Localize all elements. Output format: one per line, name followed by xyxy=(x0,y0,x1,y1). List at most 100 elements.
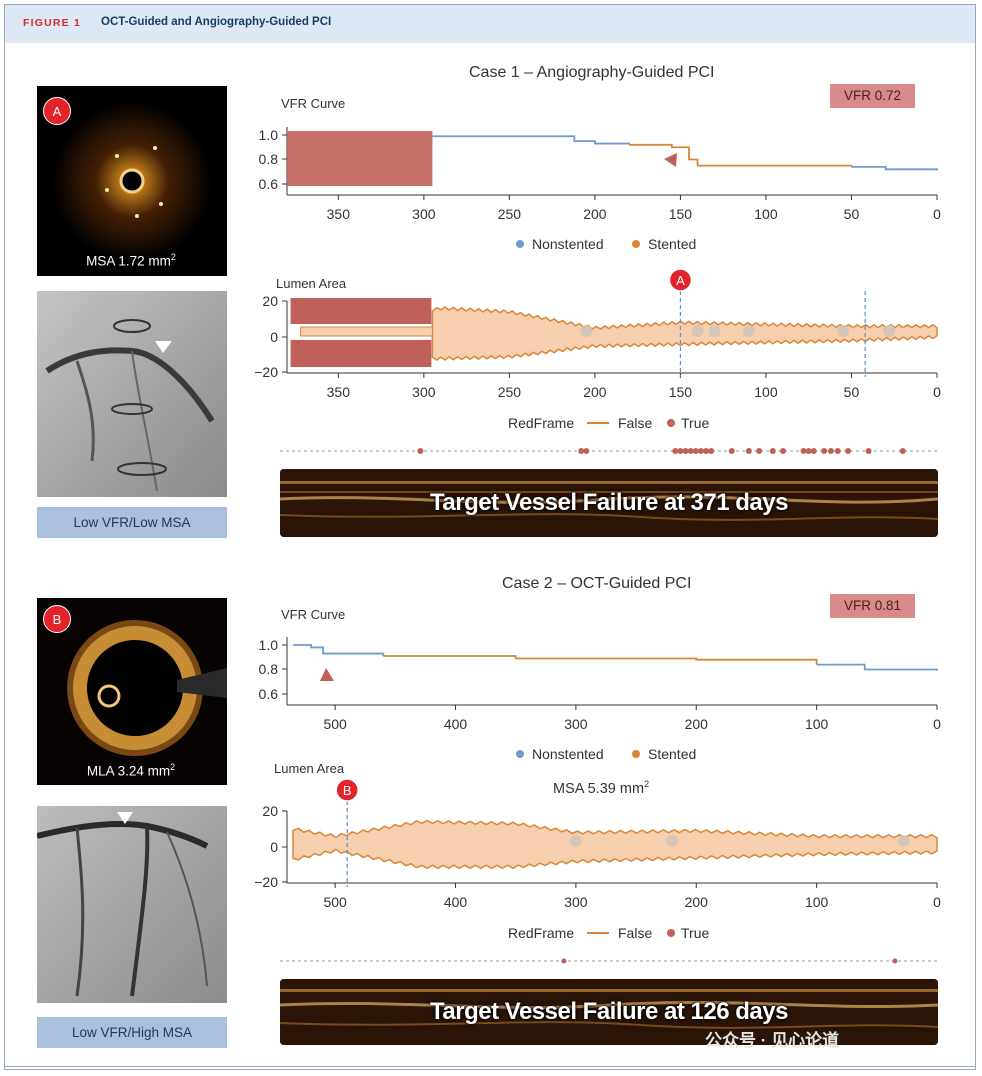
case2-redframe-true-mark xyxy=(561,958,567,964)
case1-redframe-true-mark xyxy=(780,448,787,454)
case2-oct-image xyxy=(37,598,227,785)
case1-vfr-arrow xyxy=(664,153,677,167)
case1-redframe-true-mark xyxy=(697,448,704,454)
case1-redframe-true-mark xyxy=(677,448,684,454)
case1-redframe-true-mark xyxy=(865,448,872,454)
case2-lumen-marker xyxy=(335,778,359,802)
case1-oct-marker: A xyxy=(43,97,71,125)
case2-lumen-x-tick-label: 100 xyxy=(805,894,829,910)
case2-title: Case 2 – OCT-Guided PCI xyxy=(502,575,692,592)
case1-msa-caption-text: MSA 1.72 mm xyxy=(86,253,171,269)
case1-lumen-marker-label: A xyxy=(676,273,685,288)
case1-vfr-x-tick-label: 150 xyxy=(669,206,693,222)
case2-vfr-y-tick-label: 0.6 xyxy=(259,686,279,702)
case2-vfr-arrow xyxy=(320,668,334,681)
case1-title: Case 1 – Angiography-Guided PCI xyxy=(469,64,715,81)
case1-redframe-true-mark xyxy=(578,448,585,454)
case1-vfr-legend-nonstented-swatch xyxy=(516,240,524,248)
case1-lumen-frame-dot xyxy=(836,325,849,337)
case1-msa-caption: MSA 1.72 mm2 xyxy=(37,252,225,269)
case2-msa-label: MSA 5.39 mm2 xyxy=(553,779,649,797)
case2-msa-label-text: MSA 5.39 mm xyxy=(553,780,645,797)
case1-lumen-x-tick-label: 50 xyxy=(844,384,860,400)
case2-mla-caption-text: MLA 3.24 mm xyxy=(86,763,171,779)
case2-lumen-x-tick-label: 300 xyxy=(564,894,588,910)
case1-lumen-lumen-envelope xyxy=(431,306,938,361)
case2-vfr-badge: VFR 0.81 xyxy=(830,594,915,618)
case2-lumen-axis-title: Lumen Area xyxy=(274,761,345,776)
case2-vfr-series-nonstented xyxy=(816,663,938,671)
case1-angiography-image xyxy=(37,291,227,497)
case1-lumen-guide-stub xyxy=(300,326,433,337)
case2-vfr-x-tick-label: 100 xyxy=(805,716,829,732)
case1-classification: Low VFR/Low MSA xyxy=(37,507,227,538)
case1-lumen-x-tick-label: 350 xyxy=(327,384,351,400)
case1-vfr-axis-title: VFR Curve xyxy=(281,96,346,111)
case2-lumen-marker-label: B xyxy=(343,783,352,798)
case1-redframe-true-mark xyxy=(745,448,752,454)
case1-oct-graphic xyxy=(37,86,227,276)
case1-lumen-legend-title: RedFrame xyxy=(508,415,574,431)
case1-vfr-legend-nonstented: Nonstented xyxy=(532,236,604,252)
case1-redframe-true-mark xyxy=(682,448,689,454)
case1-lumen-legend-true-swatch xyxy=(667,419,675,427)
case2-lumen-y-tick-label: 20 xyxy=(262,803,278,819)
case2-vfr-legend-nonstented: Nonstented xyxy=(532,746,604,762)
case1-vfr-y-tick-label: 0.6 xyxy=(259,176,279,192)
case1-vfr-legend-stented: Stented xyxy=(648,236,696,252)
case1-vfr-legend-stented-swatch xyxy=(632,240,640,248)
case2-vfr-legend-nonstented-swatch xyxy=(516,750,524,758)
figure-title: OCT-Guided and Angiography-Guided PCI xyxy=(101,16,332,28)
case1-lumen-excluded-top xyxy=(290,298,432,324)
case1-lumen-y-tick-label: 20 xyxy=(262,293,278,309)
case2-vfr-chart: 1.0 0.8 0.6 500 400 300 200 100 0 Nonstented Stent… xyxy=(259,637,941,762)
case1-redframe-true-mark xyxy=(703,448,710,454)
case1-redframe-true-mark xyxy=(672,448,679,454)
case2-vfr-x-tick-label: 200 xyxy=(685,716,709,732)
case1-vfr-x-tick-label: 100 xyxy=(754,206,778,222)
case2-angio-graphic xyxy=(37,806,227,1003)
case1-lumen-frame-dot xyxy=(708,325,721,337)
case2-lumen-x-tick-label: 0 xyxy=(933,894,941,910)
case2-vfr-x-tick-label: 300 xyxy=(564,716,588,732)
case1-lumen-frame-dot xyxy=(742,325,755,337)
case1-outcome-banner: Target Vessel Failure at 371 days xyxy=(280,469,938,537)
case1-lumen-frame-dot xyxy=(691,325,704,337)
case1-redframe-true-mark xyxy=(810,448,817,454)
case2-lumen-frame-dot xyxy=(897,835,910,847)
case1-redframe-true-mark xyxy=(769,448,776,454)
case1-redframe-true-mark xyxy=(417,448,424,454)
case1-redframe-true-mark xyxy=(805,448,812,454)
case1-vfr-y-tick-label: 1.0 xyxy=(259,127,279,143)
case2-oct-graphic xyxy=(37,598,227,785)
case2-vfr-legend-stented: Stented xyxy=(648,746,696,762)
case1-lumen-x-tick-label: 100 xyxy=(754,384,778,400)
case1-vfr-chart: 1.0 0.8 0.6 350 300 250 200 150 100 50 0 Nonstented… xyxy=(259,127,941,252)
case1-redframe-true-mark xyxy=(708,448,715,454)
case2-oct-pullback xyxy=(280,979,938,1045)
case1-vfr-excluded-region xyxy=(287,131,433,186)
case1-redframe-true-mark xyxy=(583,448,590,454)
case1-redframe-true-mark xyxy=(692,448,699,454)
case1-msa-caption-sup: 2 xyxy=(170,252,176,262)
case2-msa-label-sup: 2 xyxy=(644,779,650,789)
case1-lumen-x-tick-label: 200 xyxy=(583,384,607,400)
case1-lumen-excluded-bottom xyxy=(290,340,432,367)
case2-vfr-legend-stented-swatch xyxy=(632,750,640,758)
case2-redframe-true-mark xyxy=(892,958,898,964)
case2-lumen-y-tick-label: −20 xyxy=(254,874,278,890)
case2-vfr-x-tick-label: 0 xyxy=(933,716,941,732)
case2-angiography-image xyxy=(37,806,227,1003)
case2-outcome-banner: Target Vessel Failure at 126 days xyxy=(280,979,938,1045)
case2-lumen-x-tick-label: 200 xyxy=(685,894,709,910)
case1-lumen-x-tick-label: 0 xyxy=(933,384,941,400)
case1-vfr-x-tick-label: 300 xyxy=(412,206,436,222)
case2-mla-caption-sup: 2 xyxy=(170,762,176,772)
case1-lumen-axis-title: Lumen Area xyxy=(276,276,347,291)
case1-redframe-true-mark xyxy=(834,448,841,454)
case1-redframe-true-mark xyxy=(800,448,807,454)
case2-vfr-x-tick-label: 400 xyxy=(444,716,468,732)
case1-redframe-true-mark xyxy=(756,448,763,454)
case1-redframe-true-mark xyxy=(827,448,834,454)
